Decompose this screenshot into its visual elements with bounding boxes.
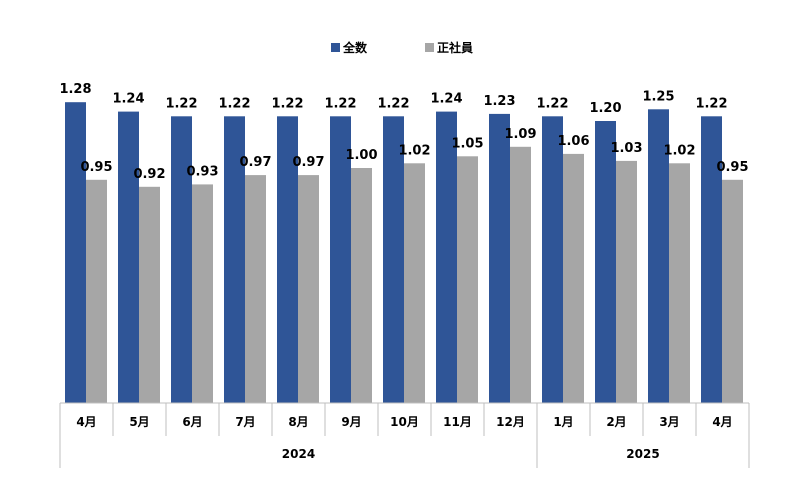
bar-series-1-12 (722, 179, 743, 404)
plot-area (65, 102, 743, 404)
legend-swatch-series-0 (331, 43, 340, 52)
x-tick-label-11: 3月 (659, 415, 679, 429)
data-label-series-1-11: 1.02 (663, 143, 695, 158)
data-label-series-1-9: 1.06 (557, 134, 589, 149)
legend-label-series-0: 全数 (342, 40, 368, 55)
data-labels: 1.28 1.24 1.22 1.22 1.22 1.22 1.22 1.24 1.23 1.22… (59, 82, 748, 182)
data-label-series-1-5: 1.00 (345, 148, 377, 163)
data-label-series-0-5: 1.22 (324, 96, 356, 111)
data-label-series-0-3: 1.22 (218, 96, 250, 111)
data-label-series-1-1: 0.92 (133, 167, 165, 182)
data-label-series-0-0: 1.28 (59, 82, 91, 97)
data-label-series-0-12: 1.22 (695, 96, 727, 111)
bar-series-1-0 (86, 179, 107, 404)
data-label-series-1-4: 0.97 (292, 155, 324, 170)
legend-label-series-1: 正社員 (437, 40, 473, 55)
bar-series-0-2 (171, 116, 192, 404)
bar-series-0-3 (224, 116, 245, 404)
bar-series-0-9 (542, 116, 563, 404)
bar-series-0-4 (277, 116, 298, 404)
data-label-series-1-0: 0.95 (80, 160, 112, 175)
data-label-series-0-10: 1.20 (589, 101, 621, 116)
data-label-series-0-1: 1.24 (112, 92, 144, 107)
data-label-series-1-3: 0.97 (239, 155, 271, 170)
bar-series-0-8 (489, 113, 510, 404)
x-tick-label-8: 12月 (496, 415, 525, 429)
data-label-series-0-4: 1.22 (271, 96, 303, 111)
data-label-series-1-8: 1.09 (504, 127, 536, 142)
x-tick-label-1: 5月 (129, 415, 149, 429)
bar-series-1-9 (563, 153, 584, 403)
bar-series-0-11 (648, 109, 669, 404)
legend-swatch-series-1 (425, 43, 434, 52)
data-label-series-0-6: 1.22 (377, 96, 409, 111)
year-label-0: 2024 (282, 447, 315, 461)
bar-series-1-5 (351, 168, 372, 403)
bar-series-1-8 (510, 146, 531, 404)
data-label-series-1-2: 0.93 (186, 164, 218, 179)
x-tick-label-3: 7月 (235, 415, 255, 429)
bar-series-0-10 (595, 121, 616, 403)
bar-series-1-1 (139, 186, 160, 403)
bar-series-0-7 (436, 111, 457, 403)
x-tick-label-6: 10月 (390, 415, 419, 429)
x-tick-label-9: 1月 (553, 415, 573, 429)
data-label-series-1-7: 1.05 (451, 136, 483, 151)
bar-series-1-3 (245, 175, 266, 403)
bar-series-0-5 (330, 116, 351, 404)
bar-series-0-6 (383, 116, 404, 404)
x-tick-label-12: 4月 (712, 415, 732, 429)
bar-series-1-2 (192, 184, 213, 403)
x-tick-label-10: 2月 (606, 415, 626, 429)
legend: 全数 正社員 (331, 40, 473, 55)
x-tick-label-2: 6月 (182, 415, 202, 429)
bar-series-0-1 (118, 111, 139, 403)
data-label-series-1-6: 1.02 (398, 143, 430, 158)
data-label-series-0-2: 1.22 (165, 96, 197, 111)
x-tick-label-7: 11月 (443, 415, 472, 429)
x-tick-label-0: 4月 (76, 415, 96, 429)
data-label-series-0-7: 1.24 (430, 92, 462, 107)
bar-series-0-12 (701, 116, 722, 404)
data-label-series-0-9: 1.22 (536, 96, 568, 111)
bar-series-1-6 (404, 163, 425, 403)
bar-series-1-7 (457, 156, 478, 404)
bar-series-0-0 (65, 102, 86, 403)
bar-series-1-11 (669, 163, 690, 403)
x-axis: 4月 5月 6月 7月 8月 9月 10月 11月 12月 1月 2月 3月 4月 2024 2025 (59, 402, 750, 468)
year-label-1: 2025 (626, 447, 659, 461)
data-label-series-1-10: 1.03 (610, 141, 642, 156)
data-label-series-0-8: 1.23 (483, 94, 515, 109)
data-label-series-0-11: 1.25 (642, 89, 674, 104)
x-tick-label-5: 9月 (341, 415, 361, 429)
x-tick-label-4: 8月 (288, 415, 308, 429)
bar-series-1-10 (616, 160, 637, 403)
bar-series-1-4 (298, 175, 319, 403)
data-label-series-1-12: 0.95 (716, 160, 748, 175)
